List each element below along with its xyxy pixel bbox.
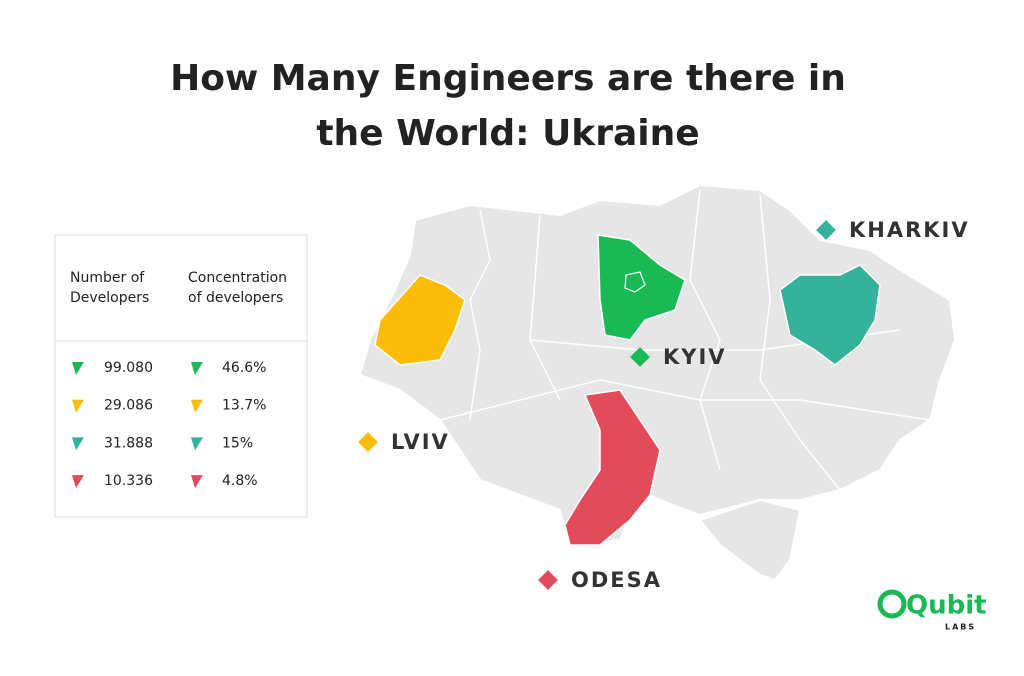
row-marker (191, 362, 203, 375)
logo-sub: LABS (945, 623, 976, 632)
table-rows: 99.080 46.6% 29.086 13.7% 31.888 15% 10.336 4.8… (72, 360, 266, 489)
logo: Qubit LABS (877, 589, 987, 632)
city-marker (630, 347, 650, 367)
table-header: Concentration (188, 270, 287, 286)
developer-count: 29.086 (104, 398, 153, 414)
region-borders (439, 189, 931, 491)
crimea-shape (698, 498, 802, 582)
city-label: LVIV (391, 430, 450, 454)
concentration: 4.8% (222, 473, 258, 489)
row-marker (72, 362, 84, 375)
developer-count: 99.080 (104, 360, 153, 376)
city-label: ODESA (571, 568, 662, 592)
region-odesa (564, 389, 661, 546)
city-marker (358, 432, 378, 452)
city-label: KHARKIV (849, 218, 970, 242)
row-marker (72, 437, 84, 451)
row-marker (72, 475, 84, 489)
city-marker (816, 220, 836, 240)
table-header: of developers (188, 290, 283, 306)
legend-table (54, 234, 308, 518)
concentration: 46.6% (222, 360, 266, 376)
row-marker (72, 399, 84, 413)
kyiv-city (624, 271, 646, 293)
logo-mark (877, 589, 907, 619)
city-marker (538, 570, 558, 590)
map (358, 183, 957, 582)
developer-count: 10.336 (104, 473, 153, 489)
logo-name: Qubit (906, 591, 987, 621)
concentration: 13.7% (222, 398, 266, 414)
developer-count: 31.888 (104, 435, 153, 451)
row-marker (191, 475, 203, 489)
table-header: Developers (70, 290, 149, 306)
row-marker (191, 437, 203, 451)
region-lviv (374, 274, 466, 366)
title-line: the World: Ukraine (316, 113, 699, 154)
table-header: Number of (70, 270, 145, 286)
row-marker (191, 399, 203, 413)
title-line: How Many Engineers are there in (170, 58, 846, 99)
region-kharkiv (779, 264, 881, 366)
concentration: 15% (222, 435, 253, 451)
city-label: KYIV (663, 345, 727, 369)
